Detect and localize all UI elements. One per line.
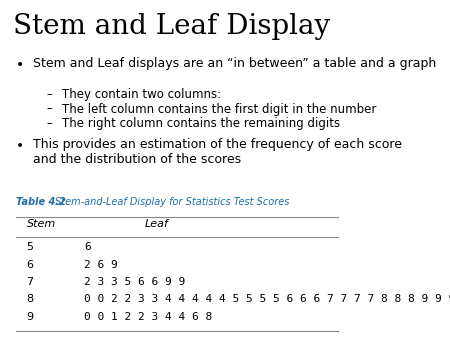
Text: 2 6 9: 2 6 9 [84,260,118,270]
Text: •: • [16,58,25,72]
Text: This provides an estimation of the frequency of each score
and the distribution : This provides an estimation of the frequ… [33,138,402,166]
Text: Stem and Leaf Display: Stem and Leaf Display [14,13,330,40]
Text: Stem: Stem [27,219,56,229]
Text: 6: 6 [84,242,91,252]
Text: They contain two columns:: They contain two columns: [62,88,221,100]
Text: •: • [16,139,25,153]
Text: –: – [47,88,53,100]
Text: 8: 8 [27,294,34,304]
Text: 6: 6 [27,260,33,270]
Text: Stem-and-Leaf Display for Statistics Test Scores: Stem-and-Leaf Display for Statistics Tes… [55,197,290,207]
Text: 7: 7 [27,277,34,287]
Text: 0 0 1 2 2 3 4 4 6 8: 0 0 1 2 2 3 4 4 6 8 [84,312,212,322]
Text: The right column contains the remaining digits: The right column contains the remaining … [62,118,340,130]
Text: 9: 9 [27,312,34,322]
Text: 2 3 3 5 6 6 9 9: 2 3 3 5 6 6 9 9 [84,277,185,287]
Text: –: – [47,118,53,130]
Text: –: – [47,102,53,116]
Text: The left column contains the first digit in the number: The left column contains the first digit… [62,102,376,116]
Text: Leaf: Leaf [145,219,169,229]
Text: 0 0 2 2 3 3 4 4 4 4 4 5 5 5 5 6 6 6 7 7 7 7 8 8 8 9 9 9: 0 0 2 2 3 3 4 4 4 4 4 5 5 5 5 6 6 6 7 7 … [84,294,450,304]
Text: Table 4.2: Table 4.2 [16,197,66,207]
Text: Stem and Leaf displays are an “in between” a table and a graph: Stem and Leaf displays are an “in betwee… [33,57,436,70]
Text: 5: 5 [27,242,33,252]
